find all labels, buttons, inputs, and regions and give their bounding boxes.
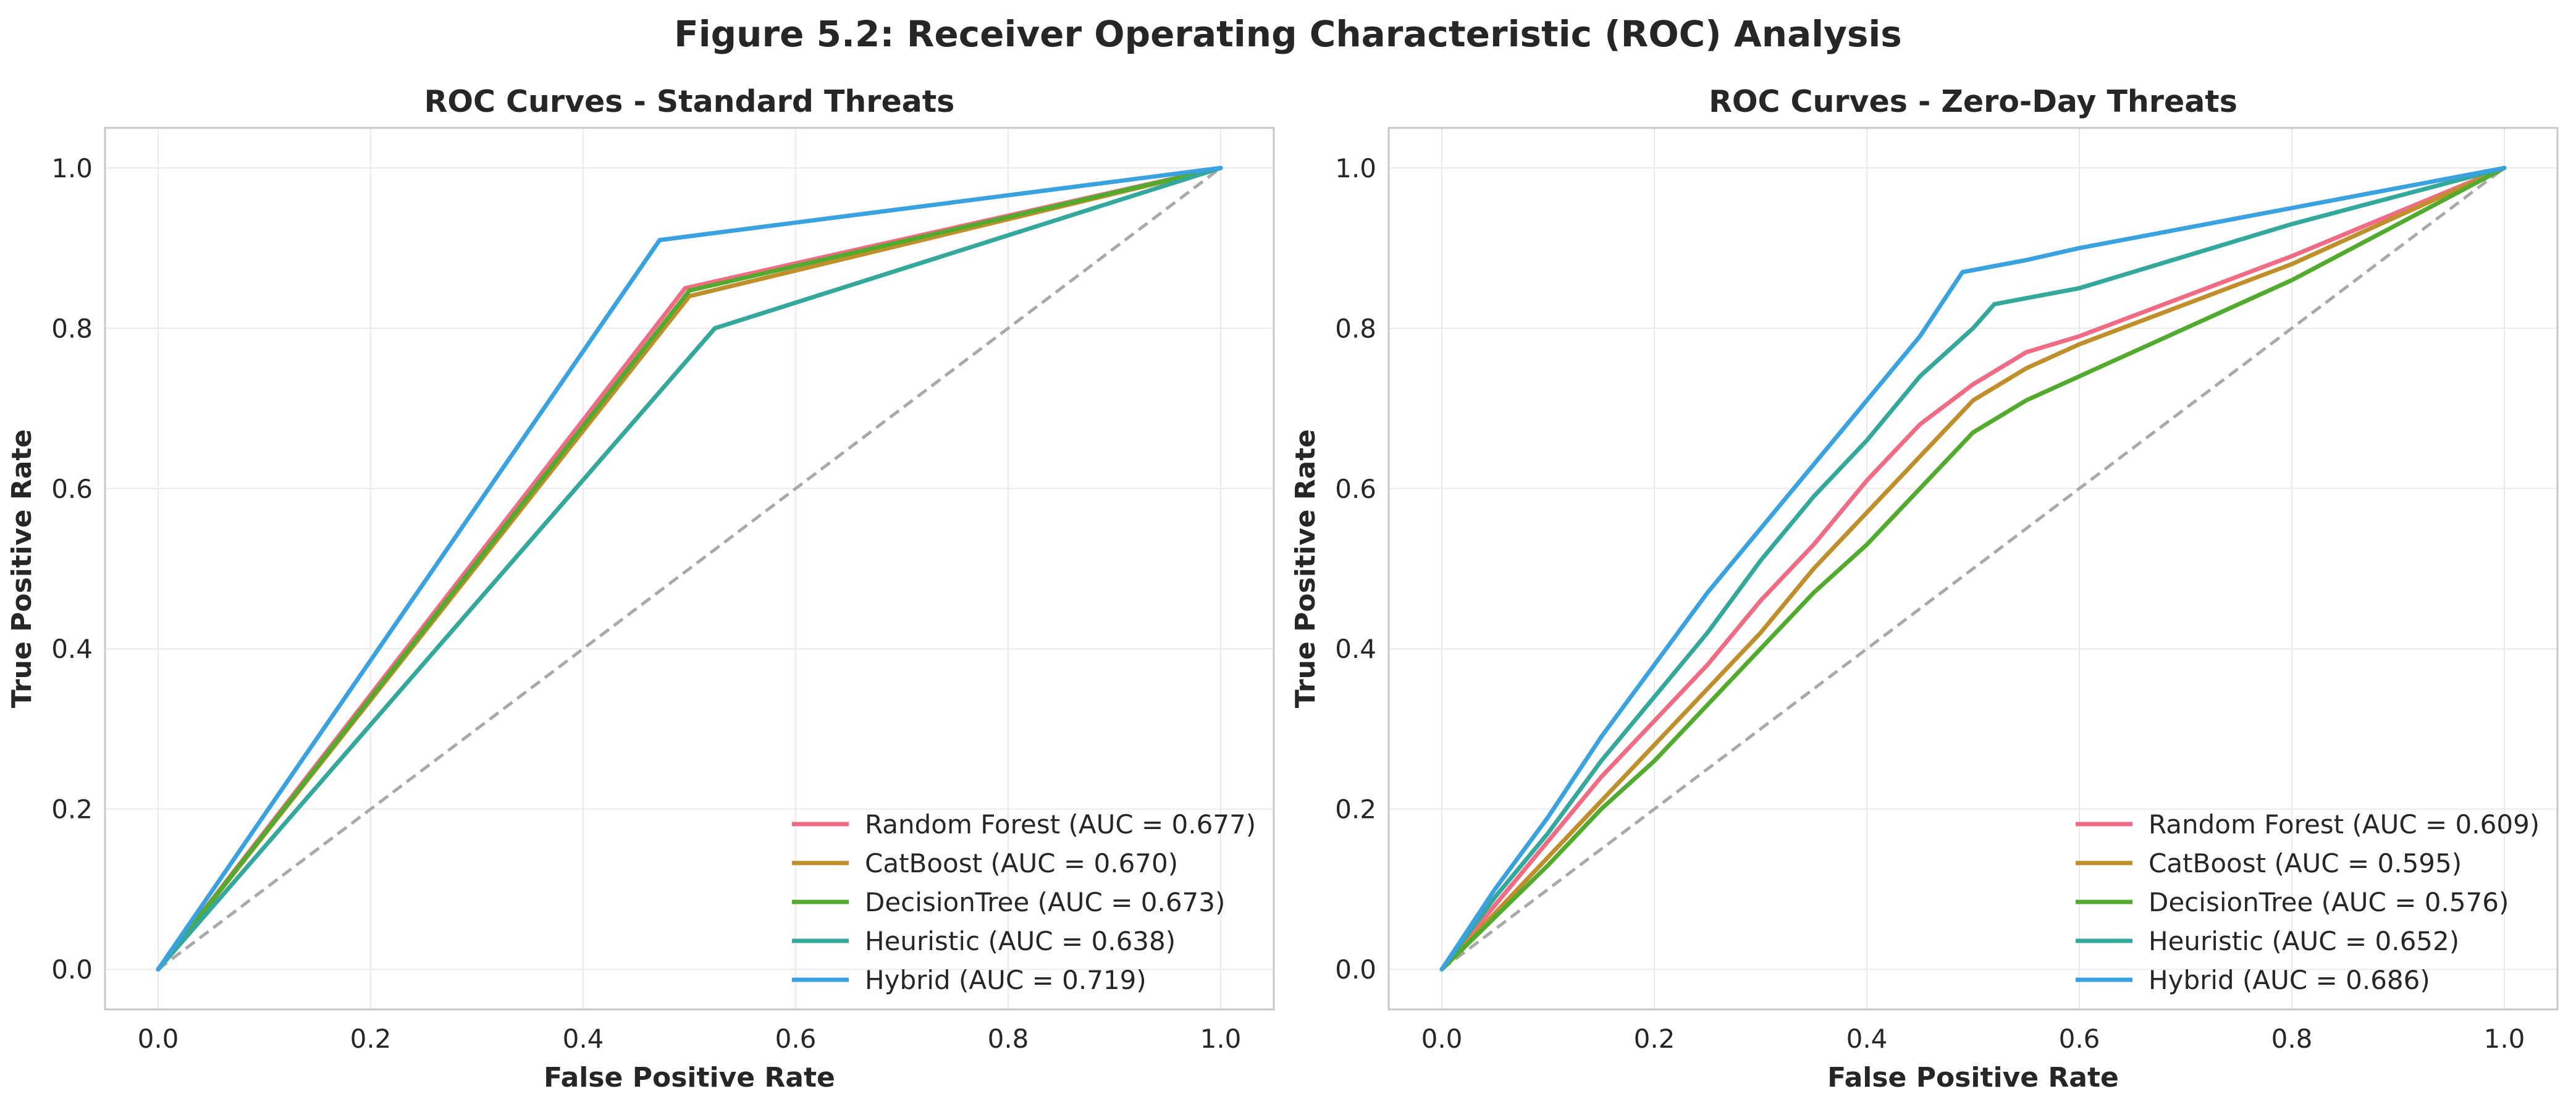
series-line-heuristic: [156, 166, 1223, 972]
legend-label: Hybrid (AUC = 0.719): [865, 965, 1147, 995]
y-tick-label: 0.0: [1335, 954, 1376, 985]
subplot-title: ROC Curves - Zero-Day Threats: [1709, 84, 2237, 119]
plot-frame: [1387, 127, 2559, 1011]
legend-label: Heuristic (AUC = 0.652): [2149, 926, 2459, 956]
y-tick-label: 0.2: [1335, 794, 1376, 825]
x-tick-label: 0.6: [2059, 1024, 2100, 1054]
legend-label: CatBoost (AUC = 0.595): [2149, 848, 2462, 878]
subplot-standard-threats: 0.0 0.2 0.4 0.6 0.8 1.0 0.0 0.2 0.4 0.6 0.8 1.0 ROC …: [6, 84, 1275, 1093]
subplot-title: ROC Curves - Standard Threats: [424, 84, 955, 119]
y-tick-label: 0.0: [51, 954, 93, 985]
legend-label: Random Forest (AUC = 0.677): [865, 809, 1256, 840]
chance-line: [157, 166, 1222, 971]
y-tick-label: 0.6: [1335, 474, 1376, 504]
series-line-random-forest: [1439, 166, 2507, 972]
x-tick-label: 0.6: [775, 1024, 817, 1054]
x-axis-label: False Positive Rate: [544, 1062, 835, 1093]
chance-line: [1441, 166, 2506, 971]
legend-label: CatBoost (AUC = 0.670): [865, 848, 1178, 878]
series-line-heuristic: [1439, 166, 2507, 972]
x-tick-label: 0.8: [988, 1024, 1029, 1054]
legend-label: Heuristic (AUC = 0.638): [865, 926, 1176, 956]
series-line-catboost: [1439, 166, 2507, 972]
x-tick-label: 0.4: [1846, 1024, 1888, 1054]
legend-label: Random Forest (AUC = 0.609): [2149, 809, 2540, 840]
y-tick-label: 0.2: [51, 794, 93, 825]
y-axis-label: True Positive Rate: [6, 429, 38, 709]
x-tick-label: 0.0: [138, 1024, 179, 1054]
y-tick-label: 0.8: [1335, 313, 1376, 343]
x-tick-label: 1.0: [2484, 1024, 2525, 1054]
x-tick-label: 0.0: [1421, 1024, 1463, 1054]
legend-label: DecisionTree (AUC = 0.673): [865, 887, 1225, 917]
plot-frame: [104, 127, 1275, 1011]
figure-title: Figure 5.2: Receiver Operating Character…: [674, 13, 1902, 55]
subplot-zero-day-threats: 0.0 0.2 0.4 0.6 0.8 1.0 0.0 0.2 0.4 0.6 0.8 1.0 ROC …: [1290, 84, 2559, 1093]
x-tick-label: 0.8: [2271, 1024, 2313, 1054]
series-line-decisiontree: [156, 166, 1223, 972]
y-tick-label: 0.8: [51, 313, 93, 343]
y-tick-label: 0.6: [51, 474, 93, 504]
series-line-decisiontree: [1439, 166, 2507, 972]
series-line-hybrid: [1439, 166, 2507, 972]
x-tick-label: 0.4: [563, 1024, 604, 1054]
y-tick-label: 1.0: [51, 153, 93, 183]
x-tick-label: 0.2: [1634, 1024, 1675, 1054]
x-tick-label: 0.2: [350, 1024, 392, 1054]
legend-label: DecisionTree (AUC = 0.576): [2149, 887, 2509, 917]
x-tick-label: 1.0: [1200, 1024, 1242, 1054]
y-axis-label: True Positive Rate: [1290, 429, 1321, 709]
y-tick-label: 0.4: [1335, 634, 1376, 664]
y-tick-label: 1.0: [1335, 153, 1376, 183]
x-axis-label: False Positive Rate: [1827, 1062, 2119, 1093]
legend-label: Hybrid (AUC = 0.686): [2149, 965, 2430, 995]
y-tick-label: 0.4: [51, 634, 93, 664]
series-line-hybrid: [156, 166, 1223, 972]
